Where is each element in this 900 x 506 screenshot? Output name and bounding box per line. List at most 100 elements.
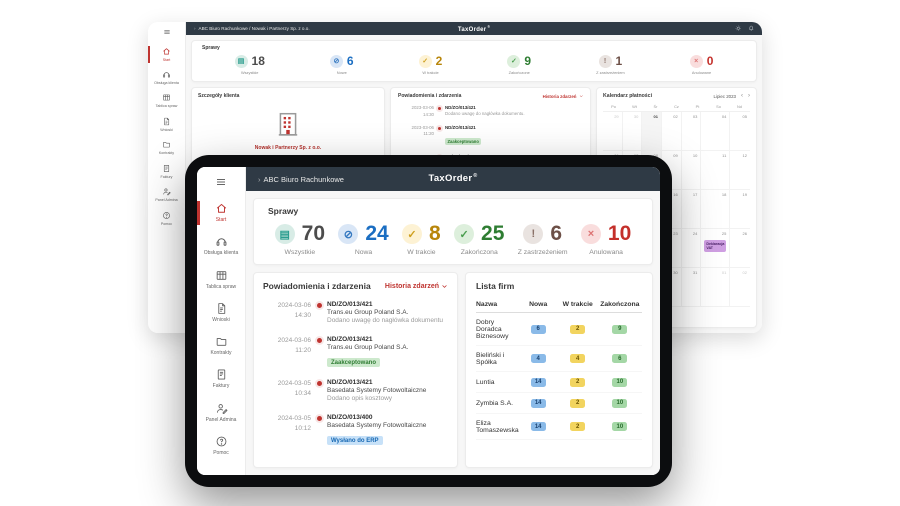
document-icon bbox=[164, 117, 170, 126]
sidebar-item-start[interactable]: Start bbox=[148, 43, 185, 65]
event-item: 2024-03-06 11:20 ND/ZO/013/421 Trans.eu G… bbox=[263, 336, 448, 369]
calendar-day-name: Śr bbox=[653, 104, 658, 109]
sidebar-item-wnioski[interactable]: Wnioski bbox=[197, 297, 245, 328]
event-dot-icon bbox=[316, 337, 322, 343]
calendar-next-button[interactable]: › bbox=[748, 93, 750, 99]
tablet-sidebar: Start Obsługa klienta Tablica spraw Wnio… bbox=[197, 167, 246, 475]
sidebar-item-pomoc[interactable]: Pomoc bbox=[197, 430, 245, 461]
calendar-day-cell[interactable]: 26 bbox=[730, 229, 750, 268]
event-dot-icon bbox=[316, 415, 322, 421]
sidebar-item-obsluga-klienta[interactable]: Obsługa klienta bbox=[148, 66, 185, 88]
bell-icon[interactable] bbox=[748, 25, 755, 32]
calendar-event-chip[interactable]: Deklaracja VAT bbox=[704, 240, 727, 252]
stat-wszystkie: ▤ 70 Wszystkie bbox=[274, 222, 325, 256]
sidebar-item-start[interactable]: Start bbox=[197, 197, 245, 228]
calendar-day-cell[interactable]: 10 bbox=[681, 151, 702, 190]
calendar-day-cell[interactable]: 17 bbox=[681, 190, 702, 229]
calendar-day-cell[interactable]: 30 bbox=[622, 112, 643, 151]
history-link[interactable]: Historia zdarzeń bbox=[543, 94, 583, 99]
calendar-day-cell[interactable]: 11 bbox=[701, 151, 731, 190]
column-header-w-trakcie: W trakcie bbox=[557, 298, 598, 313]
count-badge-zakonczona: 10 bbox=[612, 422, 628, 431]
calendar-day-cell[interactable]: 18 bbox=[701, 190, 731, 229]
check-circle-icon: ✓ bbox=[418, 54, 432, 68]
history-link[interactable]: Historia zdarzeń bbox=[385, 283, 448, 290]
menu-icon bbox=[216, 179, 226, 185]
calendar-day-cell[interactable]: 03 bbox=[681, 112, 702, 151]
cases-summary-card: Sprawy ▤ 18 Wszystkie ⊘ 6 Nowe ✓ 2 W trakcie ✓… bbox=[191, 40, 757, 82]
sidebar-item-tablica-spraw[interactable]: Tablica spraw bbox=[197, 264, 245, 295]
client-name[interactable]: Nowak i Partnerzy Sp. z o.o. bbox=[254, 145, 322, 151]
sidebar-item-kontrakty[interactable]: Kontrakty bbox=[148, 137, 185, 159]
check-circle-icon: ✓ bbox=[507, 54, 521, 68]
sidebar-item-wnioski[interactable]: Wnioski bbox=[148, 113, 185, 135]
gear-icon[interactable] bbox=[735, 25, 742, 32]
stat-z-zastrzezeniem: ! 6 Z zastrzeżeniem bbox=[517, 222, 568, 256]
stat-zakonczone: ✓ 9 Zakończone bbox=[507, 54, 532, 75]
calendar-day-name: Pt bbox=[695, 104, 700, 109]
count-badge-nowa: 6 bbox=[530, 324, 546, 334]
stat-wszystkie: ▤ 18 Wszystkie bbox=[234, 54, 265, 75]
company-row[interactable]: Eliza Tomaszewska 14 2 10 bbox=[476, 413, 642, 440]
sidebar-item-obsluga-klienta[interactable]: Obsługa klienta bbox=[197, 230, 245, 261]
breadcrumb: › ABC Biuro Rachunkowe / Nowak i Partnerz… bbox=[194, 26, 310, 31]
sidebar-item-faktury[interactable]: Faktury bbox=[197, 363, 245, 394]
company-name: Bieliński i Spółka bbox=[476, 345, 519, 372]
calendar-day-cell[interactable]: 19 bbox=[730, 190, 750, 229]
calendar-day-cell[interactable]: 05 bbox=[730, 112, 750, 151]
order-reference: ND/ZO/013/421 bbox=[445, 105, 476, 110]
calendar-day-cell[interactable]: 25 Deklaracja VAT bbox=[701, 229, 731, 268]
company-row[interactable]: Zymbia S.A. 14 2 10 bbox=[476, 392, 642, 414]
sidebar-item-faktury[interactable]: Faktury bbox=[148, 160, 185, 182]
count-badge-nowa: 14 bbox=[530, 377, 546, 387]
company-row[interactable]: Dobry Doradca Biznesowy 6 2 9 bbox=[476, 312, 642, 346]
count-badge-zakonczona: 10 bbox=[612, 398, 628, 408]
sidebar-item-panel-admina[interactable]: Panel Admina bbox=[197, 397, 245, 428]
home-icon bbox=[216, 203, 226, 213]
company-row[interactable]: Luntia 14 2 10 bbox=[476, 371, 642, 393]
event-item: 2023-03-06 14:30 ND/ZO/013/421 Dodano uwa… bbox=[398, 105, 583, 119]
document-icon: ▤ bbox=[234, 54, 248, 68]
sidebar-item-panel-admina[interactable]: Panel Admina bbox=[148, 184, 185, 206]
stat-w-trakcie: ✓ 2 W trakcie bbox=[418, 54, 442, 75]
company-name: Basedata Systemy Fotowoltaiczne bbox=[327, 421, 427, 429]
count-badge-w-trakcie: 4 bbox=[570, 354, 586, 363]
chevron-right-icon: › bbox=[258, 174, 261, 184]
menu-button[interactable] bbox=[215, 176, 227, 197]
calendar-day-cell[interactable]: 02 bbox=[730, 268, 750, 307]
status-badge: Wysłano do ERP bbox=[327, 436, 383, 446]
document-icon bbox=[217, 302, 225, 314]
exclamation-icon: ! bbox=[598, 54, 612, 68]
column-header-nazwa: Nazwa bbox=[476, 298, 519, 313]
sidebar-item-pomoc[interactable]: Pomoc bbox=[148, 207, 185, 229]
invoice-icon bbox=[163, 164, 170, 172]
slash-circle-icon: ⊘ bbox=[338, 224, 359, 244]
count-badge-w-trakcie: 2 bbox=[570, 324, 586, 334]
notifications-card: Powiadomienia i zdarzenia Historia zdarz… bbox=[253, 272, 458, 468]
board-icon bbox=[216, 270, 226, 280]
calendar-day-name: Cz bbox=[674, 104, 679, 109]
calendar-day-cell[interactable]: 31 bbox=[681, 268, 702, 307]
calendar-prev-button[interactable]: ‹ bbox=[741, 93, 743, 99]
chevron-down-icon bbox=[579, 95, 583, 97]
company-name: Trans.eu Group Poland S.A. bbox=[327, 309, 409, 316]
calendar-day-cell[interactable]: 24 bbox=[681, 229, 702, 268]
calendar-day-cell[interactable]: 01 bbox=[642, 112, 662, 151]
calendar-day-name: Wt bbox=[632, 104, 637, 109]
x-icon: × bbox=[689, 54, 703, 68]
calendar-day-cell[interactable]: 02 bbox=[662, 112, 682, 151]
calendar-day-cell[interactable]: 01 bbox=[701, 268, 731, 307]
calendar-day-name: Po bbox=[611, 104, 616, 109]
calendar-day-cell[interactable]: 12 bbox=[730, 151, 750, 190]
sidebar-item-kontrakty[interactable]: Kontrakty bbox=[197, 330, 245, 361]
menu-button[interactable] bbox=[163, 28, 171, 43]
company-row[interactable]: Bieliński i Spółka 4 4 6 bbox=[476, 345, 642, 372]
order-reference: ND/ZO/013/400 bbox=[327, 413, 373, 421]
order-reference: ND/ZO/013/421 bbox=[327, 378, 373, 386]
calendar-day-cell[interactable]: 29 bbox=[603, 112, 623, 151]
stat-anulowane: × 0 Anulowane bbox=[689, 54, 713, 75]
sidebar-item-tablica-spraw[interactable]: Tablica spraw bbox=[148, 90, 185, 112]
calendar-day-cell[interactable]: 04 bbox=[701, 112, 731, 151]
count-badge-w-trakcie: 2 bbox=[570, 398, 586, 408]
slash-circle-icon: ⊘ bbox=[329, 54, 343, 68]
